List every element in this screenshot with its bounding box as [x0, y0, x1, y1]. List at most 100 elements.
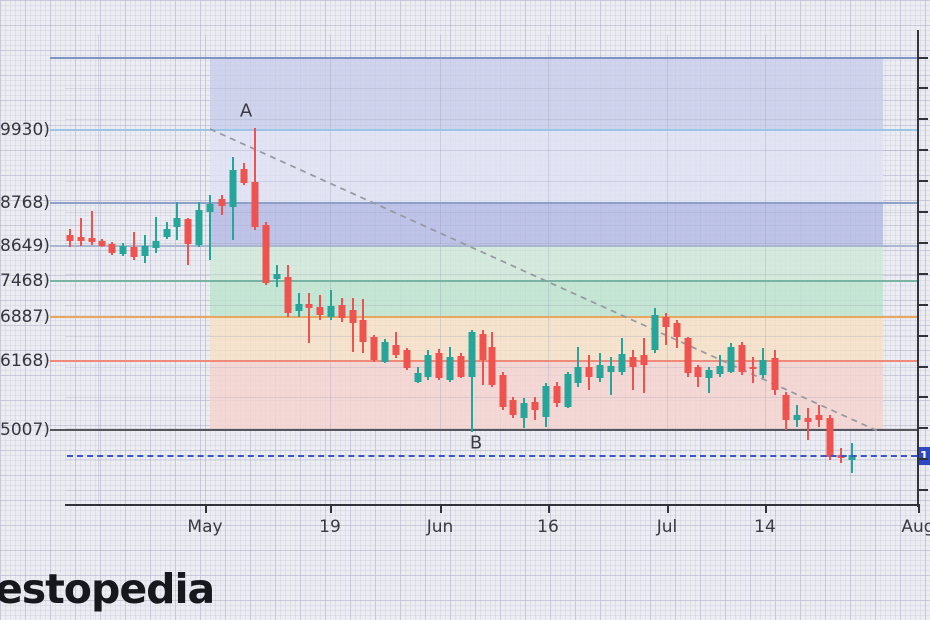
candle-body — [629, 356, 637, 367]
gridline-h — [65, 150, 917, 152]
gridline-h — [65, 88, 917, 90]
gridline-v — [765, 35, 766, 505]
candle-wick — [395, 332, 397, 358]
candle-body — [759, 359, 767, 375]
y-tick — [917, 56, 928, 59]
y-tick — [917, 149, 928, 152]
x-tick — [205, 505, 207, 513]
candle-wick — [155, 217, 157, 253]
fib-band — [210, 317, 883, 361]
candle-body — [553, 386, 561, 403]
candle-wick — [665, 312, 667, 345]
fib-band — [210, 130, 883, 203]
gridline-v — [205, 35, 206, 505]
fib-level-line — [50, 280, 917, 282]
y-tick — [917, 396, 928, 399]
candle-body — [359, 320, 367, 342]
fib-level-label: 9930) — [0, 120, 50, 140]
gridline-h — [65, 212, 917, 213]
candle-body — [184, 219, 192, 244]
candle-body — [349, 310, 357, 323]
candle-wick — [719, 354, 721, 377]
x-tick-label: Jun — [426, 517, 454, 537]
candle-body — [108, 244, 116, 253]
gridline-v — [330, 35, 331, 505]
fib-level-line — [50, 316, 917, 318]
candle-body — [585, 366, 593, 377]
top-level-line — [50, 57, 917, 59]
y-tick — [917, 458, 928, 461]
candle-body — [327, 305, 335, 317]
candle-body — [338, 305, 346, 318]
fib-level-line — [50, 245, 917, 247]
y-tick — [917, 272, 928, 275]
candle-body — [316, 306, 324, 315]
candle-body — [531, 401, 539, 410]
candle-wick — [752, 356, 754, 383]
fib-band — [210, 58, 883, 130]
gridline-v — [98, 35, 99, 505]
investopedia-logo: estopedia — [0, 565, 215, 613]
candle-body — [284, 276, 292, 313]
fib-level-label: 5007) — [0, 420, 50, 440]
fib-band — [210, 246, 883, 281]
candle-body — [446, 356, 454, 380]
gridline-h — [65, 428, 917, 430]
gridline-h — [65, 304, 917, 306]
y-tick — [917, 241, 928, 244]
gridline-h — [65, 459, 917, 461]
x-tick — [918, 505, 920, 513]
candle-body — [305, 303, 313, 308]
fib-level-label: 6168) — [0, 351, 50, 371]
candle-body — [596, 364, 604, 378]
fib-level-line — [50, 429, 917, 431]
candle-body — [88, 237, 96, 242]
candle-wick — [133, 232, 135, 260]
candle-body — [240, 169, 248, 184]
x-tick-label: 19 — [319, 517, 341, 537]
x-tick — [440, 505, 442, 513]
candle-body — [206, 203, 214, 212]
candle-wick — [352, 298, 354, 352]
candle-wick — [254, 127, 256, 230]
gridline-h — [65, 490, 917, 492]
gridline-h — [65, 242, 917, 244]
candle-wick — [209, 195, 211, 260]
candle-body — [499, 374, 507, 407]
x-tick-label: Jul — [656, 517, 678, 537]
candle-body — [738, 344, 746, 372]
candle-body — [381, 342, 389, 362]
x-tick-label: Aug — [901, 517, 930, 537]
candle-body — [424, 354, 432, 377]
candle-body — [435, 352, 443, 378]
fib-level-line — [50, 129, 917, 131]
x-tick-label: 16 — [537, 517, 559, 537]
gridline-v — [667, 35, 668, 505]
candle-body — [705, 369, 713, 378]
fib-level-line — [50, 202, 917, 204]
fib-level-label: 8649) — [0, 236, 50, 256]
fib-band — [210, 203, 883, 246]
gridline-h — [65, 397, 917, 399]
x-tick — [667, 505, 669, 513]
y-tick — [917, 118, 928, 121]
gridline-h — [65, 273, 917, 275]
candle-body — [488, 347, 496, 385]
x-tick — [330, 505, 332, 513]
candle-body — [749, 366, 757, 370]
y-tick — [917, 211, 928, 213]
gridline-h — [65, 119, 917, 121]
gridline-h — [65, 181, 917, 183]
x-tick-label: 14 — [754, 517, 776, 537]
candle-body — [804, 417, 812, 422]
candle-body — [119, 246, 127, 254]
candle-wick — [308, 293, 310, 343]
y-tick — [917, 334, 928, 337]
candle-body — [251, 181, 259, 227]
candle-body — [273, 273, 281, 279]
candle-wick — [708, 366, 710, 393]
x-tick — [548, 505, 550, 513]
gridline-v — [548, 35, 549, 505]
